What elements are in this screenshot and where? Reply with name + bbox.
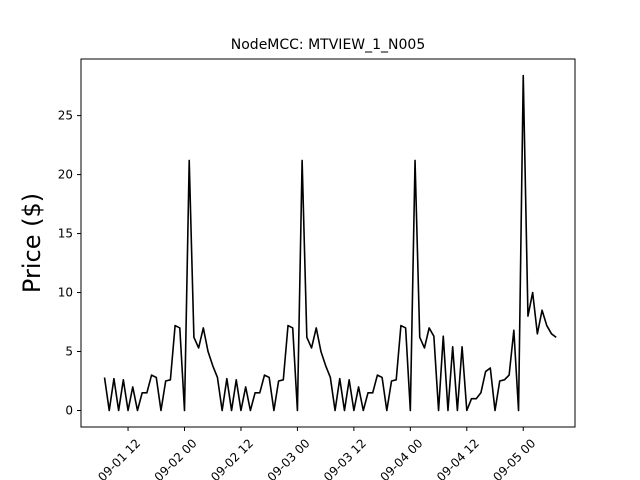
chart-title: NodeMCC: MTVIEW_1_N005: [231, 37, 425, 53]
y-tick-label: 15: [58, 227, 73, 241]
y-axis-label: Price ($): [18, 193, 46, 293]
y-tick-label: 5: [65, 345, 73, 359]
y-tick-label: 25: [58, 109, 73, 123]
plot-frame: [80, 58, 576, 428]
y-tick-label: 20: [58, 168, 73, 182]
price-line: [103, 74, 557, 412]
y-tick-label: 10: [58, 286, 73, 300]
y-tick-label: 0: [65, 403, 73, 417]
